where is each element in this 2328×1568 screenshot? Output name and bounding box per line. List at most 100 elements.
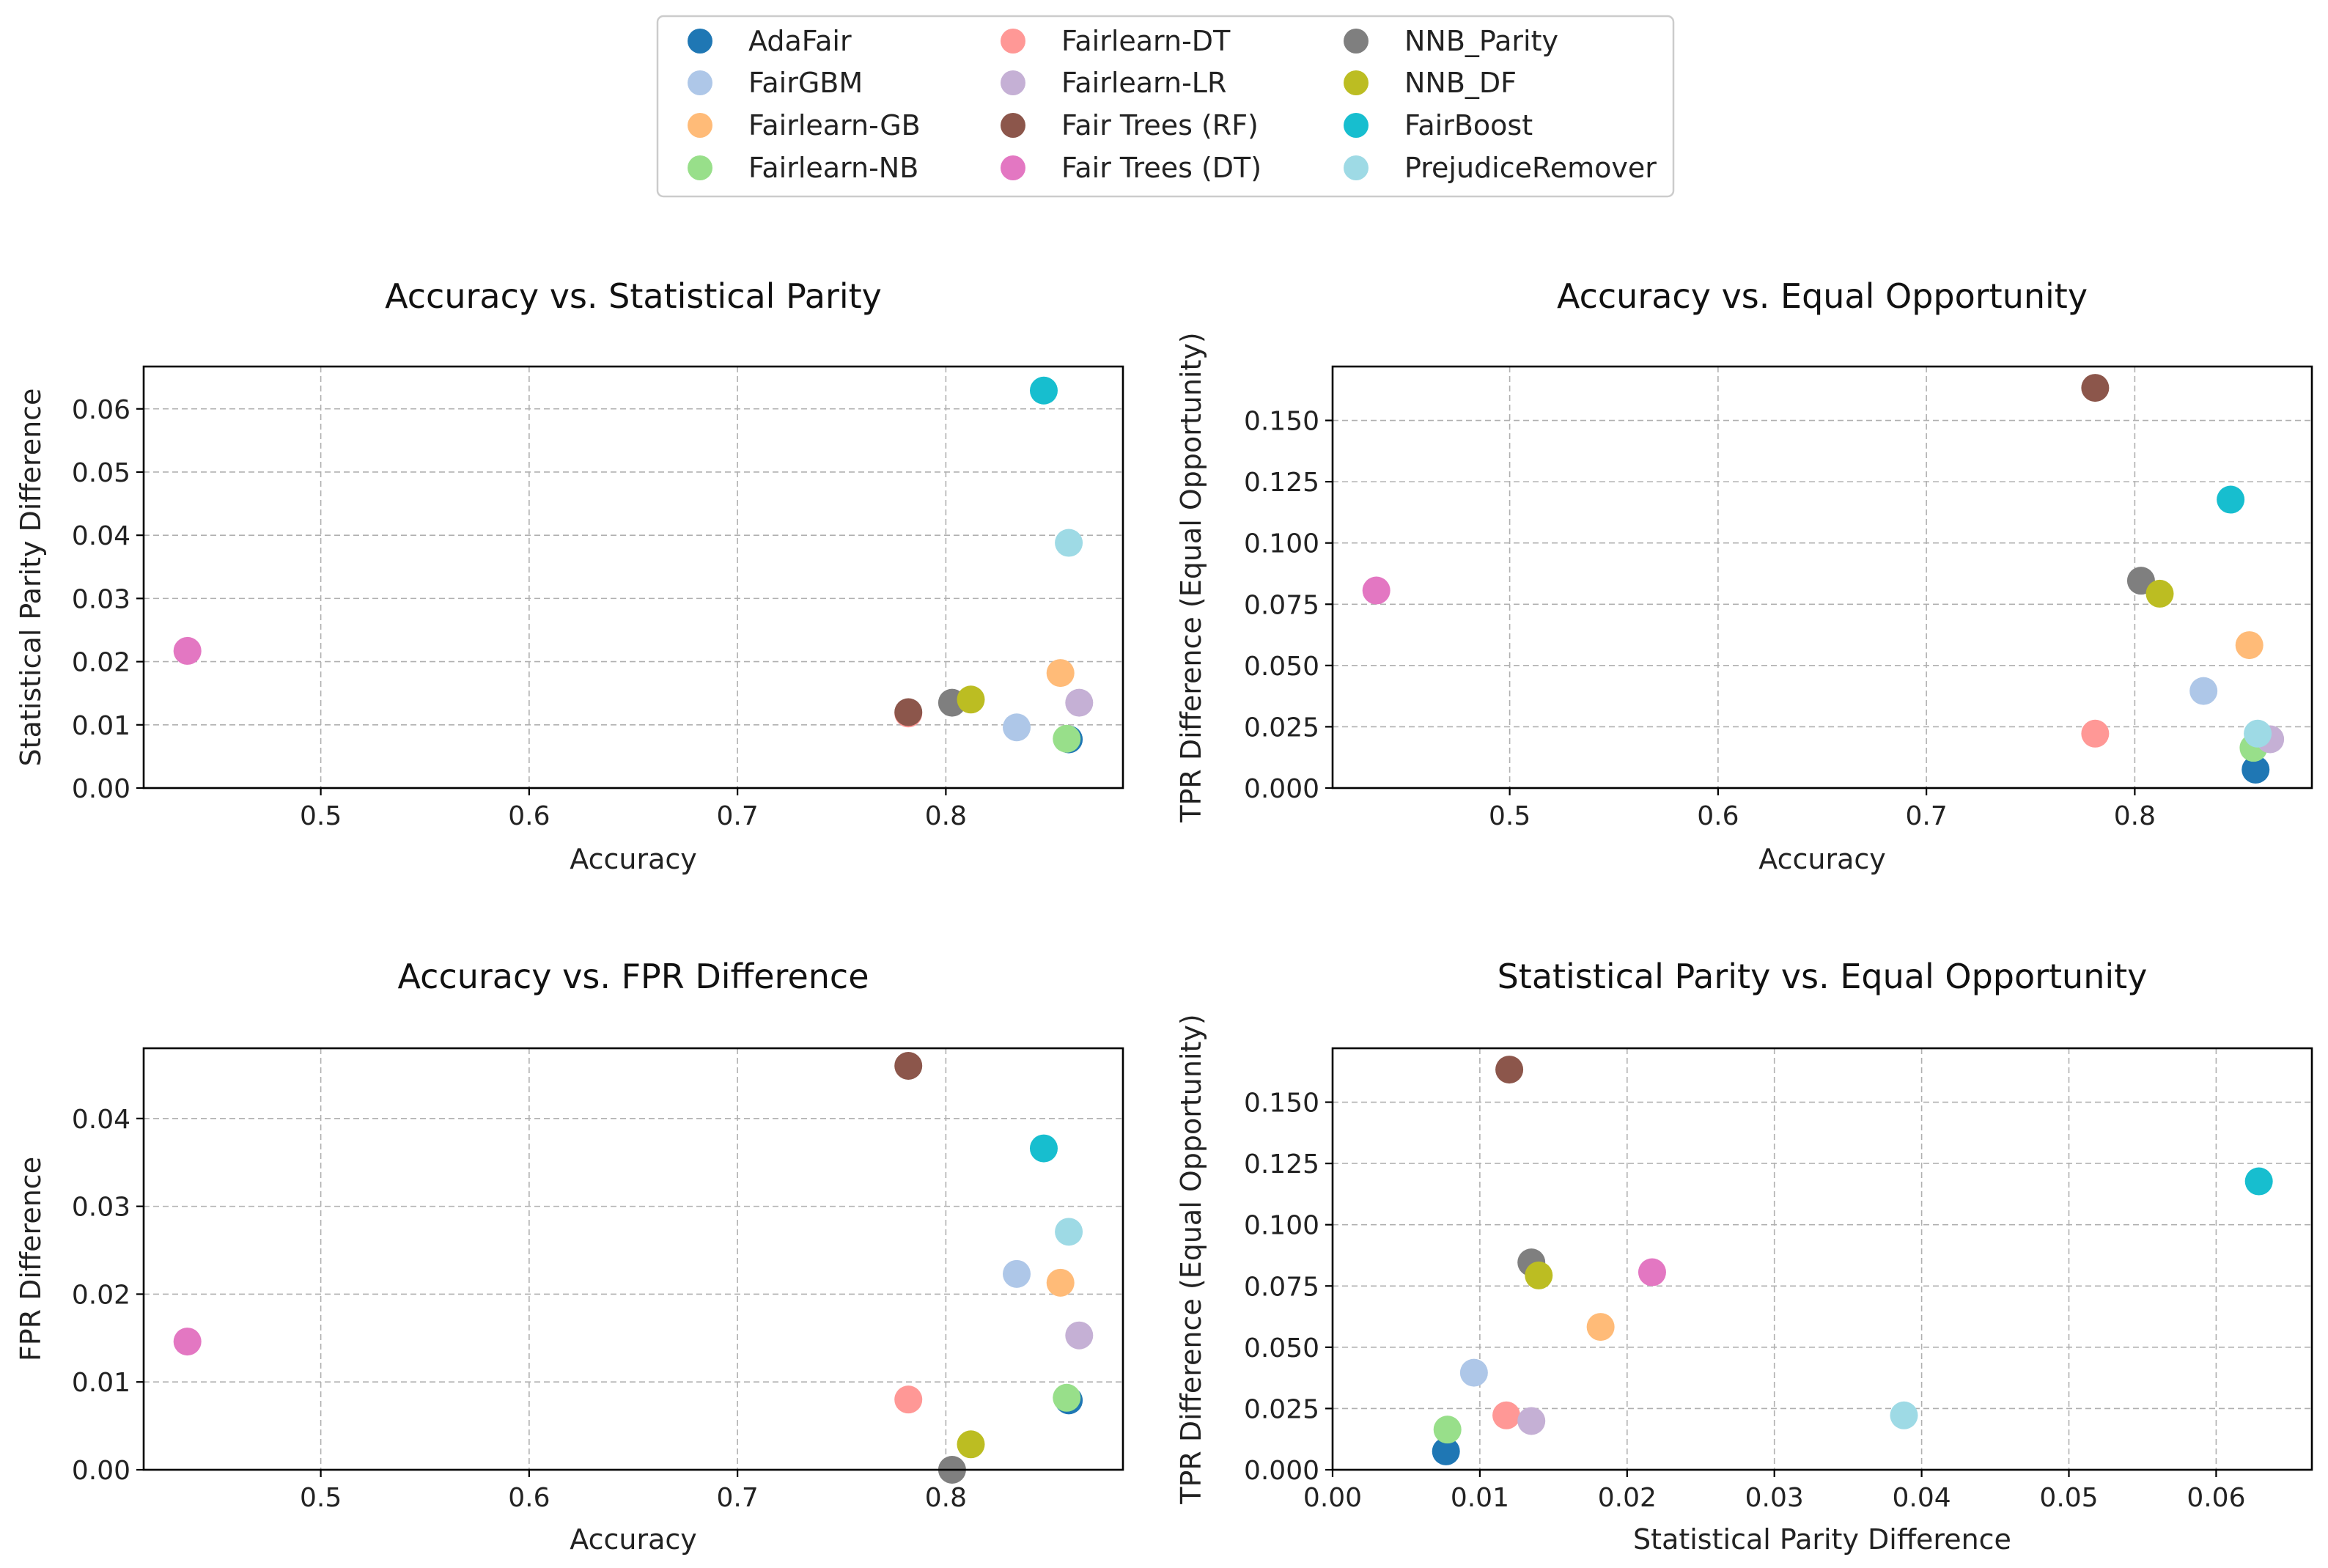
point-fairlearn-lr [1065,688,1094,717]
legend-label-fairlearn-dt: Fairlearn-DT [1061,25,1231,57]
point-fair-trees-dt [1638,1258,1666,1287]
legend-label-fairlearn-gb: Fairlearn-GB [748,109,921,141]
y-tick-label: 0.01 [72,711,130,741]
legend-label-nnb-parity: NNB_Parity [1404,25,1558,57]
point-fairlearn-dt [2081,719,2110,748]
legend-marker-nnb-parity [1344,29,1369,54]
point-fairlearn-gb [1046,1268,1075,1297]
point-fairlearn-lr [1517,1407,1546,1435]
legend-marker-fairlearn-lr [1001,70,1025,95]
y-tick-label: 0.025 [1244,713,1319,743]
x-tick-label: 0.8 [925,1483,967,1513]
y-tick-label: 0.04 [72,1105,130,1135]
point-fairlearn-nb [1433,1416,1462,1444]
chart-title: Statistical Parity vs. Equal Opportunity [1498,957,2148,996]
y-tick-label: 0.150 [1244,407,1319,437]
x-tick-label: 0.6 [508,1483,550,1513]
point-nnb-df [957,1430,985,1459]
chart-title: Accuracy vs. Statistical Parity [385,276,882,316]
legend-label-fairlearn-lr: Fairlearn-LR [1061,67,1226,99]
legend-marker-fairgbm [688,70,712,95]
point-adafair [2242,755,2270,784]
y-tick-label: 0.03 [72,584,130,614]
y-tick-label: 0.01 [72,1368,130,1398]
legend-label-fair-trees-rf: Fair Trees (RF) [1061,109,1259,141]
chart-statistical-parity-vs-equal-opportunity: 0.00 0.01 0.02 0.03 0.04 0.05 0.06 0.000 0.025 0.… [1175,957,2313,1556]
chart-accuracy-vs-fpr-difference: 0.5 0.6 0.7 0.8 0.00 0.01 0.02 0.03 0.04 Accuracy… [15,957,1124,1556]
point-prejudiceremover [1055,1218,1083,1246]
y-tick-label: 0.125 [1244,1149,1319,1179]
y-tick-label: 0.100 [1244,529,1319,559]
x-tick-label: 0.00 [1303,1483,1362,1513]
x-tick-label: 0.5 [1489,801,1530,831]
y-axis-label: TPR Difference (Equal Opportunity) [1175,332,1207,822]
point-prejudiceremover [1055,529,1083,557]
point-fairgbm [1459,1358,1488,1387]
x-tick-label: 0.06 [2187,1483,2245,1513]
x-tick-label: 0.6 [1697,801,1739,831]
y-tick-label: 0.150 [1244,1089,1319,1119]
legend-marker-fair-trees-rf [1001,113,1025,138]
point-fair-trees-dt [1362,576,1390,605]
legend-marker-fairlearn-gb [688,113,712,138]
point-fairboost [1029,1134,1058,1163]
legend-label-fairgbm: FairGBM [748,67,863,99]
y-tick-label: 0.000 [1244,774,1319,804]
chart-accuracy-vs-statistical-parity: 0.5 0.6 0.7 0.8 0.00 0.01 0.02 0.03 0.04 0.05 0.06… [15,276,1124,875]
y-tick-label: 0.02 [72,1280,130,1310]
y-tick-label: 0.04 [72,521,130,551]
point-fairboost [1029,376,1058,405]
x-tick-label: 0.03 [1745,1483,1804,1513]
x-tick-label: 0.5 [300,801,342,831]
point-prejudiceremover [1890,1401,1918,1429]
legend-label-adafair: AdaFair [748,25,852,57]
legend-label-fairboost: FairBoost [1404,109,1533,141]
x-tick-label: 0.8 [2114,801,2156,831]
y-tick-label: 0.05 [72,458,130,488]
point-fair-trees-rf [1495,1056,1524,1084]
point-fairlearn-lr [1065,1321,1094,1350]
point-adafair [1432,1437,1460,1465]
x-tick-label: 0.7 [1905,801,1947,831]
point-fair-trees-rf [894,1051,923,1080]
point-nnb-df [2145,579,2174,608]
axes-frame [1331,365,2313,789]
y-tick-label: 0.125 [1244,468,1319,498]
legend-marker-fairlearn-dt [1001,29,1025,54]
point-fair-trees-rf [894,698,923,726]
x-tick-label: 0.01 [1451,1483,1509,1513]
y-tick-label: 0.050 [1244,652,1319,682]
point-nnb-df [957,685,985,714]
y-tick-label: 0.075 [1244,590,1319,620]
legend-marker-nnb-df [1344,70,1369,95]
point-fair-trees-rf [2081,374,2110,402]
legend-marker-fairboost [1344,113,1369,138]
point-fairboost [2244,1167,2273,1196]
y-tick-label: 0.06 [72,395,130,425]
point-fairboost [2217,485,2245,514]
point-fair-trees-dt [173,1328,202,1356]
y-tick-label: 0.02 [72,648,130,678]
legend-label-fairlearn-nb: Fairlearn-NB [748,152,918,184]
axes-frame [142,1047,1124,1471]
x-tick-label: 0.05 [2039,1483,2098,1513]
x-axis-label: Accuracy [1758,843,1886,875]
y-tick-label: 0.000 [1244,1456,1319,1486]
x-tick-label: 0.04 [1893,1483,1951,1513]
x-axis-label: Accuracy [570,843,697,875]
point-fairgbm [1003,713,1031,742]
y-tick-label: 0.100 [1244,1211,1319,1241]
y-tick-label: 0.03 [72,1193,130,1223]
legend: AdaFair FairGBM Fairlearn-GB Fairlearn-NB Fa… [656,15,1675,198]
legend-label-prejudiceremover: PrejudiceRemover [1404,152,1657,184]
point-fairlearn-dt [894,1385,923,1414]
y-tick-label: 0.025 [1244,1394,1319,1424]
y-axis-label: TPR Difference (Equal Opportunity) [1175,1014,1207,1504]
x-tick-label: 0.6 [508,801,550,831]
point-nnb-df [1525,1261,1553,1289]
point-fairlearn-nb [1053,724,1081,753]
point-fairlearn-nb [1053,1383,1081,1412]
legend-marker-prejudiceremover [1344,155,1369,180]
x-axis-label: Accuracy [570,1523,697,1556]
